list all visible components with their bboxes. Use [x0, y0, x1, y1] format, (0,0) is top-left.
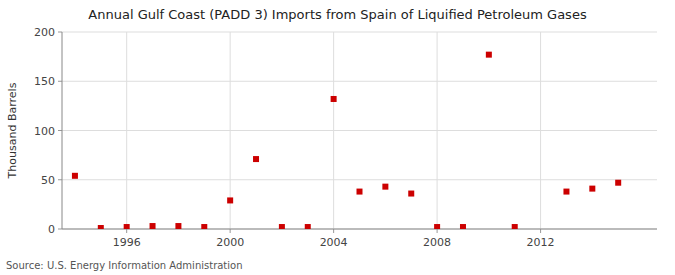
y-grid-line [62, 179, 657, 180]
source-annotation: Source: U.S. Energy Information Administ… [6, 260, 243, 271]
y-grid-line [62, 130, 657, 131]
point [124, 224, 130, 229]
point [408, 191, 414, 197]
x-tick-label: 1996 [113, 236, 141, 249]
y-axis-label: Thousand Barrels [6, 82, 19, 179]
x-tick-label: 2004 [320, 236, 348, 249]
y-tick [58, 179, 62, 180]
point [512, 224, 518, 229]
y-tick-label: 50 [41, 174, 55, 187]
point [227, 197, 233, 203]
point [279, 224, 285, 229]
point [563, 189, 569, 195]
point [434, 224, 440, 229]
x-tick [437, 229, 438, 233]
y-tick-label: 0 [48, 223, 55, 236]
point [98, 225, 104, 229]
y-tick [58, 130, 62, 131]
y-tick-label: 150 [34, 75, 55, 88]
x-tick-label: 2000 [216, 236, 244, 249]
x-grid-line [126, 32, 127, 229]
x-tick-label: 2012 [527, 236, 555, 249]
y-tick [58, 81, 62, 82]
point [201, 224, 207, 229]
point [589, 186, 595, 192]
y-tick-label: 100 [34, 125, 55, 138]
y-grid-line [62, 32, 657, 33]
point [253, 156, 259, 162]
x-tick [333, 229, 334, 233]
x-tick [230, 229, 231, 233]
y-grid-line [62, 81, 657, 82]
chart: 0 50 100 150 200 1996 2000 2004 2008 2012 Annual G… [0, 0, 675, 275]
x-tick [126, 229, 127, 233]
y-tick-label: 200 [34, 26, 55, 39]
y-axis-line [62, 32, 63, 229]
grid [62, 32, 657, 229]
x-grid-line [333, 32, 334, 229]
point [150, 223, 156, 229]
y-tick [58, 229, 62, 230]
point [305, 224, 311, 229]
chart-container: 0 50 100 150 200 1996 2000 2004 2008 2012 Annual G… [0, 0, 675, 275]
point [486, 52, 492, 58]
points [72, 52, 621, 229]
y-tick [58, 32, 62, 33]
x-tick [540, 229, 541, 233]
point [357, 189, 363, 195]
point [615, 180, 621, 186]
point [72, 173, 78, 179]
x-grid-line [540, 32, 541, 229]
point [331, 96, 337, 102]
point [382, 184, 388, 190]
x-tick-label: 2008 [423, 236, 451, 249]
point [460, 224, 466, 229]
point [175, 223, 181, 229]
x-grid-line [437, 32, 438, 229]
title: Annual Gulf Coast (PADD 3) Imports from … [88, 7, 587, 22]
